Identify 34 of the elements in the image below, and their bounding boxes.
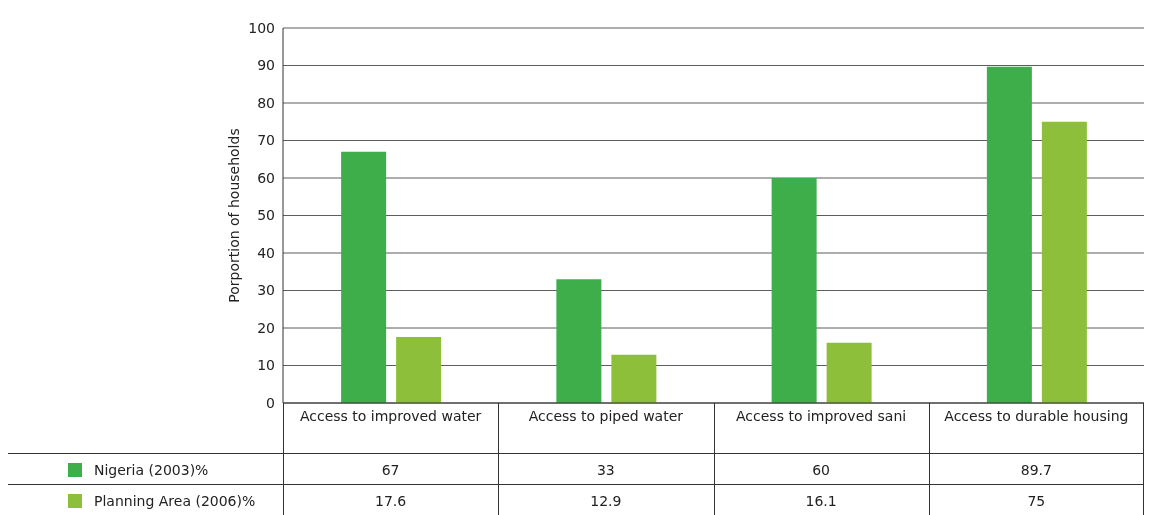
y-tick-label: 40 <box>257 244 275 261</box>
data-label: 67 <box>380 460 401 480</box>
y-tick-label: 10 <box>257 357 275 374</box>
bar <box>611 354 657 403</box>
y-tick-label: 100 <box>248 19 275 36</box>
y-tick-label: 20 <box>257 319 275 336</box>
y-axis-title: Porportion of households <box>225 128 242 303</box>
y-tick-label: 0 <box>266 394 275 411</box>
data-label: 12.9 <box>589 491 623 511</box>
data-label: 89.7 <box>1019 460 1053 480</box>
x-tick-label: Access to improved sani <box>736 407 907 424</box>
bar <box>771 178 817 403</box>
data-label: 33 <box>595 460 616 480</box>
x-tick-label: Access to piped water <box>528 407 684 424</box>
data-label: 60 <box>811 460 832 480</box>
bar <box>556 279 602 403</box>
data-label: 17.6 <box>374 491 408 511</box>
legend-label: Planning Area (2006)% <box>94 492 256 509</box>
y-tick-label: 60 <box>257 169 275 186</box>
bar <box>826 342 872 403</box>
y-tick-label: 30 <box>257 282 275 299</box>
bar <box>341 151 387 403</box>
legend-label: Nigeria (2003)% <box>94 461 209 478</box>
bar <box>1041 121 1087 403</box>
y-tick-label: 70 <box>257 132 275 149</box>
y-tick-label: 50 <box>257 207 275 224</box>
bar <box>396 337 442 403</box>
data-label: 16.1 <box>804 491 838 511</box>
x-tick-label: Access to durable housing <box>944 407 1129 424</box>
y-tick-label: 90 <box>257 57 275 74</box>
x-tick-label: Access to improved water <box>299 407 482 424</box>
y-tick-label: 80 <box>257 94 275 111</box>
bar <box>986 66 1032 403</box>
data-label: 75 <box>1026 491 1047 511</box>
